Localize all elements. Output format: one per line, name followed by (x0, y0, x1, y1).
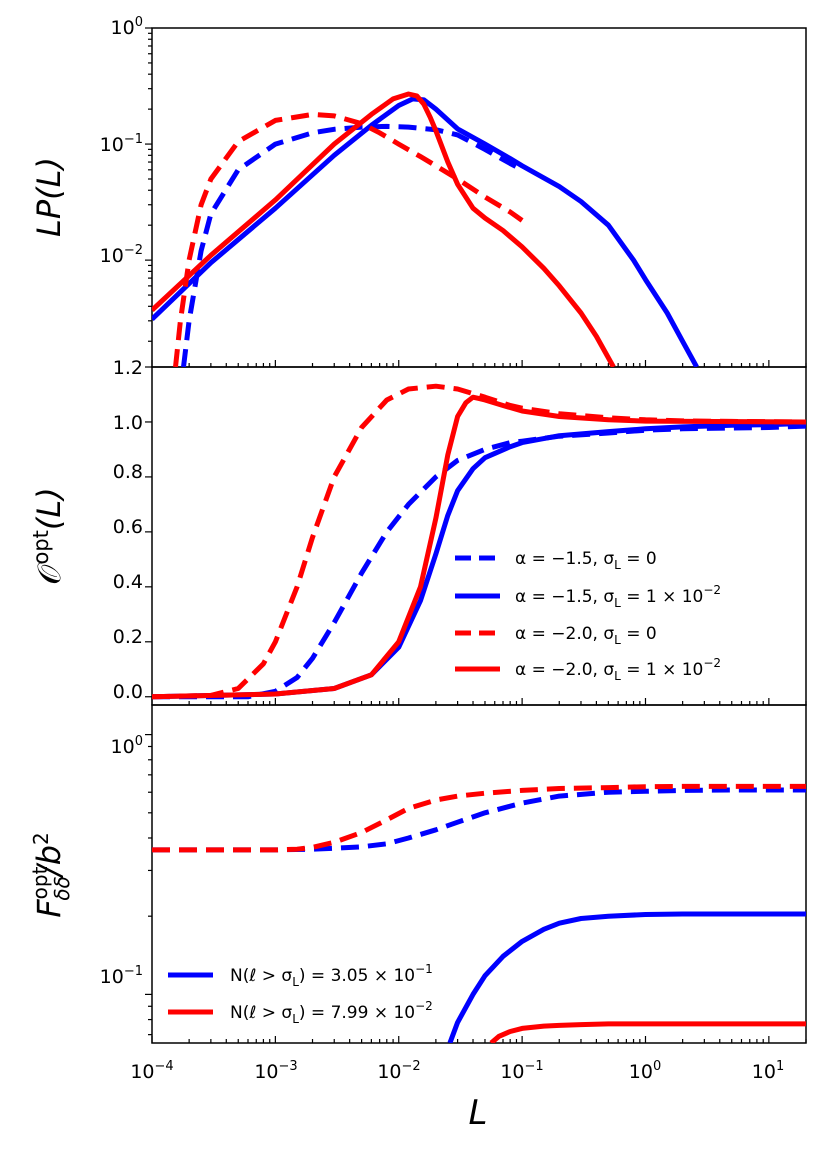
panel-middle-frame (151, 366, 807, 706)
top-ytick-label-1: 100 (111, 15, 143, 39)
x-axis-label: L (469, 1093, 488, 1133)
bottom-series-red-dashed-2 (152, 783, 806, 853)
bottom-series-blue-solid-1 (447, 911, 806, 1043)
middle-series-red-dashed-2 (152, 383, 806, 700)
top-series-blue-dashed-0 (181, 123, 524, 367)
middle-ytick-label-0.8: 0.8 (113, 461, 143, 483)
bottom-ytick-label-1: 100 (111, 734, 143, 758)
top-y-axis-label: LP(L) (30, 157, 68, 237)
xtick-label-1e-1: 10−1 (500, 1059, 543, 1083)
panel-top-frame (151, 27, 807, 368)
top-ytick-label-2: 10−1 (100, 132, 143, 156)
top-ytick-label-3: 10−2 (100, 243, 143, 267)
middle-ytick-label-1.2: 1.2 (113, 357, 143, 379)
legend-label-red-solid: α = −2.0, σL = 1 × 10−2 (515, 656, 721, 683)
legend-label-blue-dashed: α = −1.5, σL = 0 (515, 549, 657, 572)
xtick-label-1e-4: 10−4 (130, 1059, 173, 1083)
top-series-red-solid-3 (152, 91, 616, 367)
xtick-label-1e0: 100 (629, 1059, 661, 1083)
tick-layer (145, 27, 807, 1043)
middle-series-red-solid-3 (152, 394, 806, 700)
bottom-series-blue-dashed-0 (152, 787, 806, 853)
middle-ytick-label-1.0: 1.0 (113, 412, 143, 434)
middle-legend: α = −1.5, σL = 0 α = −1.5, σL = 1 × 10−2… (455, 549, 721, 683)
middle-ytick-label-0.4: 0.4 (113, 571, 143, 593)
legend-label-blue-count: N(ℓ > σL) = 3.05 × 10−1 (230, 962, 433, 989)
bottom-legend: N(ℓ > σL) = 3.05 × 10−1 N(ℓ > σL) = 7.99… (168, 962, 433, 1026)
xtick-label-1e-3: 10−3 (254, 1059, 297, 1083)
bottom-series-red-solid-3 (489, 1021, 806, 1043)
top-series-red-dashed-2 (173, 111, 524, 367)
xtick-label-1e-2: 10−2 (377, 1059, 420, 1083)
legend-label-blue-solid: α = −1.5, σL = 1 × 10−2 (515, 583, 721, 610)
bottom-y-axis-label: Foptδδ/b2 (28, 832, 74, 918)
middle-ytick-label-0.0: 0.0 (113, 681, 143, 703)
bottom-ytick-label-2: 10−1 (100, 964, 143, 988)
middle-ytick-label-0.6: 0.6 (113, 516, 143, 538)
series-layer (152, 91, 806, 1043)
legend-label-red-dashed: α = −2.0, σL = 0 (515, 624, 657, 647)
xtick-label-1e1: 101 (752, 1059, 784, 1083)
panel-bottom-frame (151, 704, 807, 1044)
middle-ytick-label-0.2: 0.2 (113, 626, 143, 648)
middle-y-axis-label: 𝒪opt(L) (29, 487, 68, 584)
legend-label-red-count: N(ℓ > σL) = 7.99 × 10−2 (230, 999, 433, 1026)
top-series-blue-solid-1 (152, 96, 699, 367)
